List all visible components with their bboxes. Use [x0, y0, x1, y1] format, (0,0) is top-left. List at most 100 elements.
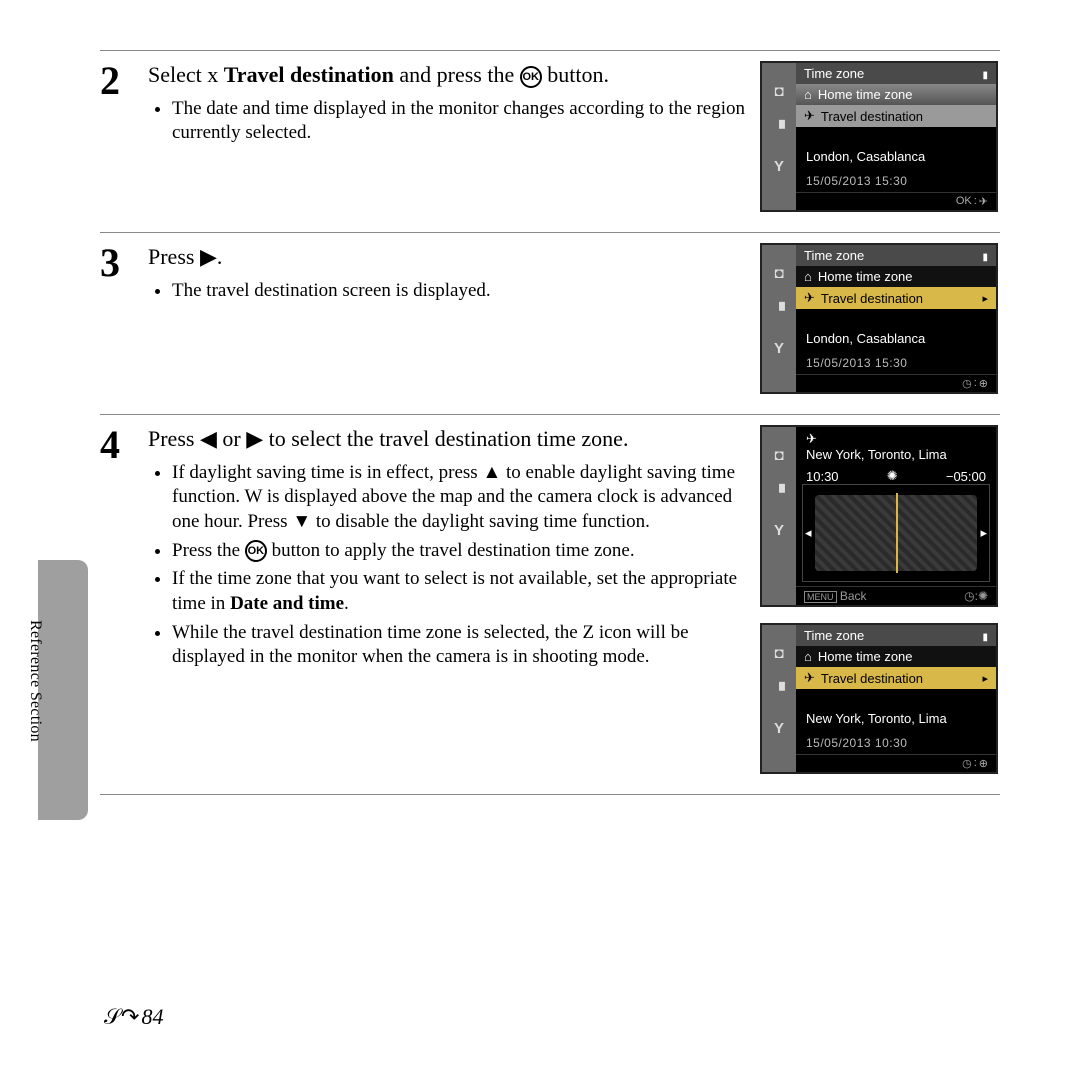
step-number: 2 [100, 61, 148, 212]
side-tab-label: Reference Section [26, 620, 44, 742]
step-2: 2 Select x Travel destination and press … [100, 50, 1000, 212]
map-left-icon: ◂ [805, 525, 812, 541]
side-tab-bg [38, 560, 88, 820]
wrench-icon: Y [774, 522, 784, 539]
text: . [344, 593, 349, 614]
bullet: The date and time displayed in the monit… [172, 97, 748, 146]
lcd-title: Time zone [804, 248, 864, 263]
text-bold: Date and time [230, 593, 344, 614]
lcd-step4-map: ◘ ▝ Y ✈ New York, Toronto, Lima 10:30 ✺ … [760, 425, 998, 607]
bullet: While the travel destination time zone i… [172, 621, 748, 670]
step-2-title: Select x Travel destination and press th… [148, 61, 748, 89]
ok-hint: OK [956, 195, 972, 208]
text: . [217, 244, 223, 269]
lcd-travel: Travel destination [821, 291, 977, 306]
down-icon: ▼ [292, 511, 311, 532]
clock-icon: ◷ [962, 377, 972, 390]
battery-icon [982, 248, 988, 263]
back-label: Back [840, 589, 867, 603]
step-4-title: Press ◀ or ▶ to select the travel destin… [148, 425, 748, 453]
lcd-home: Home time zone [818, 87, 913, 102]
plane-icon: ✈ [804, 108, 815, 124]
map-offset: −05:00 [946, 469, 986, 484]
clock-icon: ◷ [964, 589, 974, 603]
home-icon: ⌂ [804, 649, 812, 664]
text: or [217, 426, 246, 451]
home-icon: ⌂ [804, 87, 812, 102]
text: If daylight saving time is in effect, pr… [172, 462, 482, 483]
camera-icon: ◘ [774, 83, 783, 100]
lcd-step2: ◘ ▝ Y Time zone ⌂ Home time zone ✈ Travel … [760, 61, 998, 212]
plane-icon: ✈ [804, 290, 815, 306]
text: to select the travel destination time zo… [263, 426, 628, 451]
video-icon: ▝ [773, 682, 785, 700]
step-3: 3 Press ▶. The travel destination screen… [100, 232, 1000, 394]
up-icon: ▲ [482, 462, 501, 483]
wrench-icon: Y [774, 340, 784, 357]
world-map: ◂ ▸ [802, 484, 990, 582]
lcd-title: Time zone [804, 628, 864, 643]
video-icon: ▝ [773, 120, 785, 138]
camera-icon: ◘ [774, 447, 783, 464]
lcd-travel: Travel destination [821, 671, 977, 686]
lcd-datetime: 15/05/2013 15:30 [796, 350, 996, 374]
lcd-city: New York, Toronto, Lima [796, 707, 996, 730]
lcd-travel: Travel destination [821, 109, 923, 124]
left-icon: ◀ [200, 426, 217, 451]
ok-icon: OK [245, 540, 267, 562]
camera-icon: ◘ [774, 645, 783, 662]
lcd-city: London, Casablanca [796, 327, 996, 350]
wrench-icon: Y [774, 158, 784, 175]
bullet: Press the OK button to apply the travel … [172, 539, 748, 564]
video-icon: ▝ [773, 302, 785, 320]
ok-icon: OK [520, 66, 542, 88]
step-number: 3 [100, 243, 148, 394]
plane-icon: ✈ [806, 431, 817, 447]
wrench-icon: Y [774, 720, 784, 737]
camera-icon: ◘ [774, 265, 783, 282]
battery-icon [982, 66, 988, 81]
right-icon: ▶ [246, 426, 263, 451]
map-time: 10:30 [806, 469, 839, 484]
step-number: 4 [100, 425, 148, 774]
lcd-step3: ◘ ▝ Y Time zone ⌂ Home time zone ✈ Travel … [760, 243, 998, 394]
text: and press the [394, 62, 520, 87]
lcd-step4-result: ◘ ▝ Y Time zone ⌂ Home time zone ✈ Travel … [760, 623, 998, 774]
plane-icon: ✈ [804, 670, 815, 686]
bullet: The travel destination screen is display… [172, 279, 748, 304]
page-num-value: 84 [141, 1004, 163, 1030]
map-city: New York, Toronto, Lima [796, 447, 996, 465]
divider [100, 794, 1000, 795]
globe-icon: ⊕ [979, 377, 988, 390]
text: Select x [148, 62, 224, 87]
text: Press [148, 244, 200, 269]
text: Press [148, 426, 200, 451]
lcd-home: Home time zone [818, 649, 913, 664]
lcd-home: Home time zone [818, 269, 913, 284]
bullet: If the time zone that you want to select… [172, 567, 748, 616]
video-icon: ▝ [773, 484, 785, 502]
text: to disable the daylight saving time func… [311, 511, 650, 532]
section-icon: 𝒮 [104, 1004, 117, 1030]
lcd-city: London, Casablanca [796, 145, 996, 168]
lcd-datetime: 15/05/2013 10:30 [796, 730, 996, 754]
lcd-datetime: 15/05/2013 15:30 [796, 168, 996, 192]
home-icon: ⌂ [804, 269, 812, 284]
lcd-title: Time zone [804, 66, 864, 81]
globe-icon: ⊕ [979, 757, 988, 770]
right-icon: ▶ [200, 244, 217, 269]
text: button to apply the travel destination t… [267, 540, 635, 561]
battery-icon [982, 628, 988, 643]
menu-label: MENU [804, 591, 837, 603]
map-right-icon: ▸ [980, 525, 987, 541]
text: button. [542, 62, 609, 87]
step-3-title: Press ▶. [148, 243, 748, 271]
dst-icon: ✺ [887, 468, 898, 484]
chevron-right-icon: ▸ [982, 292, 988, 305]
bullet: If daylight saving time is in effect, pr… [172, 461, 748, 535]
step-4: 4 Press ◀ or ▶ to select the travel dest… [100, 414, 1000, 774]
chevron-right-icon: ▸ [982, 672, 988, 685]
text: Press the [172, 540, 245, 561]
text-bold: Travel destination [224, 62, 394, 87]
page-number: 𝒮 ↷ 84 [104, 1004, 163, 1030]
